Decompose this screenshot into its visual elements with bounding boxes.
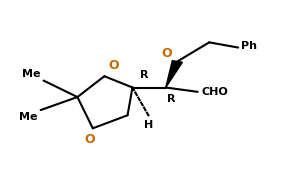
Text: Me: Me <box>22 69 41 79</box>
Text: Me: Me <box>19 112 38 122</box>
Text: O: O <box>109 59 119 72</box>
Text: O: O <box>161 47 172 60</box>
Text: H: H <box>144 120 153 131</box>
Text: CHO: CHO <box>202 87 229 97</box>
Text: O: O <box>85 133 95 146</box>
Polygon shape <box>166 61 182 88</box>
Text: R: R <box>140 70 148 80</box>
Text: R: R <box>167 94 176 104</box>
Text: Ph: Ph <box>241 41 257 51</box>
